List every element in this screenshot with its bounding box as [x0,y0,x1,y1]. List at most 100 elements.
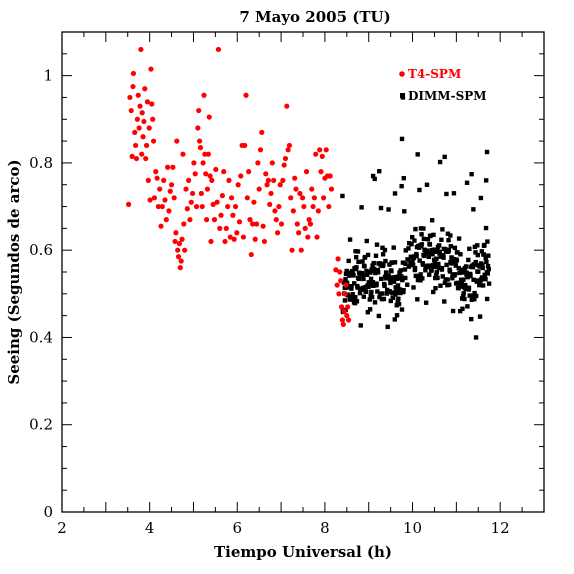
dimm-point [392,191,398,196]
dimm-point [371,260,376,266]
dimm-point [399,183,404,189]
dimm-point [364,238,369,244]
dimm-point [393,285,398,290]
dimm-point [471,207,476,212]
t4-point [271,177,277,183]
dimm-point [369,294,375,300]
dimm-point [383,258,388,264]
dimm-point [356,276,362,282]
dimm-point [419,242,425,247]
t4-point [129,153,135,159]
t4-point [273,217,279,223]
t4-point [142,86,148,92]
t4-point [228,195,235,201]
dimm-point [372,266,377,272]
dimm-point [445,277,450,282]
t4-point [127,94,133,101]
t4-point [315,208,321,214]
t4-point [257,147,264,153]
dimm-point [429,247,434,253]
t4-point [344,313,350,319]
dimm-point [450,276,455,281]
dimm-point [482,272,487,278]
dimm-point [484,149,490,155]
dimm-point [464,270,469,275]
dimm-point [475,243,480,248]
dimm-point [422,253,427,259]
dimm-point [396,301,402,307]
t4-point [305,234,311,240]
dimm-point [405,257,410,262]
dimm-point [346,270,351,275]
t4-point [143,142,150,149]
dimm-point [480,283,486,288]
t4-point [314,234,320,240]
t4-point [250,221,256,227]
dimm-point [481,252,486,257]
plot-area [126,46,492,340]
dimm-point [483,225,489,231]
dimm-point [388,280,393,286]
t4-point [134,116,140,122]
dimm-point [441,253,446,258]
dimm-point [453,263,458,268]
dimm-point [431,289,436,295]
dimm-point [362,264,367,269]
dimm-point [378,205,384,211]
dimm-point [377,294,382,300]
dimm-point [397,287,403,292]
dimm-point [389,260,395,265]
dimm-point [343,277,348,282]
t4-point [192,171,198,177]
dimm-point [456,236,462,241]
dimm-point [360,285,365,291]
dimm-point [409,242,414,247]
dimm-point [456,286,461,291]
dimm-point [385,324,390,330]
dimm-point [449,261,454,266]
t4-point [166,208,172,214]
dimm-point [460,293,466,299]
t4-point [171,195,177,201]
dimm-point [480,262,485,267]
dimm-point [398,290,403,296]
dimm-point [374,242,380,247]
dimm-point [380,291,385,296]
t4-point [282,155,289,162]
dimm-point [360,259,365,264]
legend-marker-dimm [400,93,405,98]
dimm-point [486,281,492,286]
t4-point [196,107,202,114]
t4-point [196,138,203,144]
dimm-point [360,273,366,278]
t4-point [165,164,171,170]
dimm-point [465,304,470,309]
t4-point [338,304,345,310]
dimm-point [479,275,485,280]
t4-point [198,190,204,197]
dimm-point [372,300,378,305]
t4-point [248,251,254,258]
t4-point [303,169,310,175]
dimm-point [391,245,396,250]
t4-point [240,234,247,240]
t4-point [215,46,222,53]
dimm-point [467,293,472,298]
dimm-point [477,264,483,269]
dimm-point [473,335,479,340]
dimm-point [345,293,351,298]
dimm-point [399,136,405,142]
dimm-point [458,252,463,257]
dimm-point [380,245,385,250]
dimm-point [425,263,431,268]
t4-point [200,160,206,166]
t4-point [189,190,196,197]
dimm-point [367,307,373,312]
dimm-point [472,296,477,302]
dimm-point [387,289,392,294]
dimm-point [450,308,456,314]
t4-point [151,195,158,201]
dimm-point [392,317,398,322]
dimm-point [486,266,491,272]
